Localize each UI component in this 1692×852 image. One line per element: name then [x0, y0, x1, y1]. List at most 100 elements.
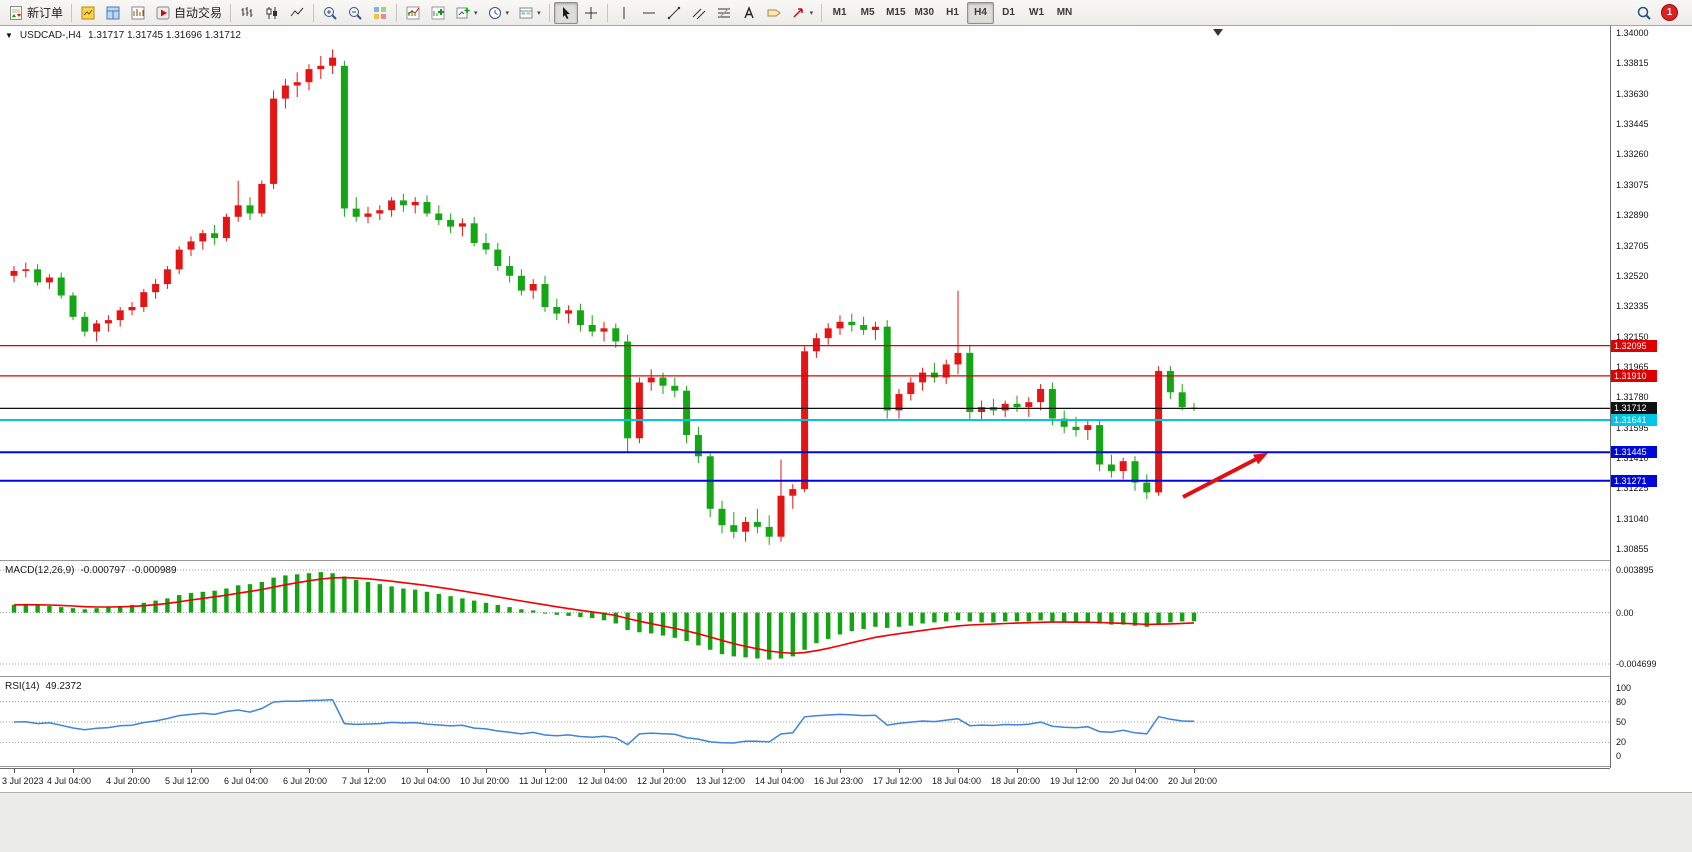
fibonacci-icon: [717, 7, 730, 18]
macd-tick: 0.00: [1616, 607, 1634, 618]
timeframe-m1[interactable]: M1: [832, 7, 847, 18]
time-label: 6 Jul 04:00: [224, 776, 269, 786]
time-label: 16 Jul 23:00: [814, 776, 864, 786]
price-tick: 1.34000: [1616, 28, 1649, 38]
timeframe-d1[interactable]: D1: [1002, 7, 1015, 18]
time-tick: [1194, 769, 1195, 773]
price-tick: 1.31595: [1616, 422, 1649, 433]
time-label: 6 Jul 20:00: [283, 776, 328, 786]
notification-badge[interactable]: 1: [1661, 4, 1678, 21]
time-tick: [899, 769, 900, 773]
timeframe-h4[interactable]: H4: [967, 1, 994, 24]
cursor-icon: [562, 6, 570, 19]
cursor-button[interactable]: [553, 1, 578, 24]
rsi-level-lines: [0, 701, 1610, 743]
macd-label: MACD(12,26,9): [5, 565, 75, 576]
periods-button[interactable]: ▾: [483, 2, 514, 24]
toolbar-separator: [548, 3, 550, 22]
rsi-chart[interactable]: [0, 678, 1610, 766]
indicator-list-button[interactable]: [426, 2, 450, 24]
dropdown-caret-icon: ▾: [537, 9, 541, 17]
panel-divider[interactable]: [0, 560, 1692, 562]
rsi-tick: 80: [1616, 696, 1627, 707]
timeframe-h1[interactable]: H1: [946, 7, 959, 18]
timeframe-m5[interactable]: M5: [860, 7, 875, 18]
price-tick: 1.30855: [1616, 544, 1649, 554]
rsi-tick: 0: [1616, 751, 1622, 761]
time-tick: [14, 769, 15, 773]
navigator-button[interactable]: [101, 2, 125, 24]
bars-chart-button[interactable]: [235, 2, 259, 24]
macd-level-lines: [0, 569, 1610, 665]
channel-button[interactable]: [687, 2, 711, 24]
arrows-button[interactable]: ▾: [787, 2, 818, 24]
autotrading-icon: [156, 6, 170, 19]
time-tick: [1135, 769, 1136, 773]
main-chart-panel[interactable]: ▼ USDCAD-,H4 1.31717 1.31745 1.31696 1.3…: [0, 26, 1610, 560]
rsi-label-row: RSI(14) 49.2372: [5, 681, 82, 692]
rsi-panel[interactable]: RSI(14) 49.2372: [0, 678, 1610, 766]
one-click-trading-toggle[interactable]: ▼: [5, 30, 13, 40]
arrow-tool-icon: [793, 7, 803, 18]
panel-divider[interactable]: [0, 676, 1692, 678]
crosshair-icon: [584, 6, 597, 19]
templates-button[interactable]: ▾: [514, 2, 545, 24]
time-label: 14 Jul 04:00: [755, 776, 805, 786]
price-level-box: 1.31445: [1611, 446, 1657, 459]
panel-divider[interactable]: [0, 766, 1692, 768]
horizontal-line-button[interactable]: [637, 2, 661, 24]
time-tick: [604, 769, 605, 773]
time-axis[interactable]: 3 Jul 2023 4 Jul 04:00 4 Jul 20:00 5 Jul 12…: [0, 768, 1610, 792]
channel-icon: [692, 8, 705, 19]
time-tick: [545, 769, 546, 773]
candlestick-chart[interactable]: [0, 26, 1610, 560]
text-button[interactable]: [737, 2, 761, 24]
crosshair-button[interactable]: [579, 2, 603, 24]
zoom-in-button[interactable]: [318, 2, 342, 24]
price-tick: 1.31965: [1616, 361, 1649, 372]
market-watch-button[interactable]: [76, 2, 100, 24]
autotrading-button[interactable]: 自动交易: [151, 2, 226, 24]
add-indicator-button[interactable]: ▾: [451, 2, 482, 24]
line-chart-icon: [290, 7, 304, 16]
tile-windows-button[interactable]: [368, 2, 392, 24]
timeframe-mn[interactable]: MN: [1056, 7, 1073, 18]
vertical-line-button[interactable]: [612, 2, 636, 24]
toolbar-separator: [230, 3, 232, 22]
timeframe-m30[interactable]: M30: [914, 7, 934, 18]
market-watch-icon: [81, 6, 95, 19]
timeframe-m15[interactable]: M15: [886, 7, 906, 18]
time-label: 18 Jul 20:00: [991, 776, 1041, 786]
line-chart-button[interactable]: [285, 2, 309, 24]
time-tick: [781, 769, 782, 773]
indicators-button[interactable]: [401, 2, 425, 24]
macd-panel[interactable]: MACD(12,26,9) -0.000797 -0.000989: [0, 562, 1610, 676]
candles-chart-button[interactable]: [260, 2, 284, 24]
macd-chart[interactable]: [0, 562, 1610, 676]
candles-layer: [10, 49, 1198, 545]
time-tick: [840, 769, 841, 773]
trendline-button[interactable]: [662, 2, 686, 24]
fibonacci-button[interactable]: [712, 2, 736, 24]
time-tick: [132, 769, 133, 773]
chart-ohlc-values: 1.31717 1.31745 1.31696 1.31712: [88, 30, 241, 41]
new-order-button[interactable]: 新订单: [4, 2, 67, 24]
chart-title: ▼ USDCAD-,H4 1.31717 1.31745 1.31696 1.3…: [5, 30, 241, 41]
zoom-in-icon: [324, 6, 337, 20]
price-axis[interactable]: 1.34000 1.33815 1.33630 1.33445 1.33260 1.330…: [1610, 26, 1692, 768]
zoom-out-button[interactable]: [343, 2, 367, 24]
time-tick: [73, 769, 74, 773]
text-icon: [743, 5, 754, 18]
price-tick: 1.32335: [1616, 301, 1649, 312]
time-label: 7 Jul 12:00: [342, 776, 387, 786]
terminal-button[interactable]: [126, 2, 150, 24]
time-tick: [309, 769, 310, 773]
timeframe-w1[interactable]: W1: [1029, 7, 1044, 18]
time-tick: [191, 769, 192, 773]
toolbar-separator: [396, 3, 398, 22]
add-indicator-icon: [456, 7, 470, 18]
label-button[interactable]: [762, 2, 786, 24]
search-button[interactable]: [1632, 2, 1656, 24]
autotrading-label: 自动交易: [174, 6, 223, 20]
time-label: 20 Jul 04:00: [1109, 776, 1159, 786]
